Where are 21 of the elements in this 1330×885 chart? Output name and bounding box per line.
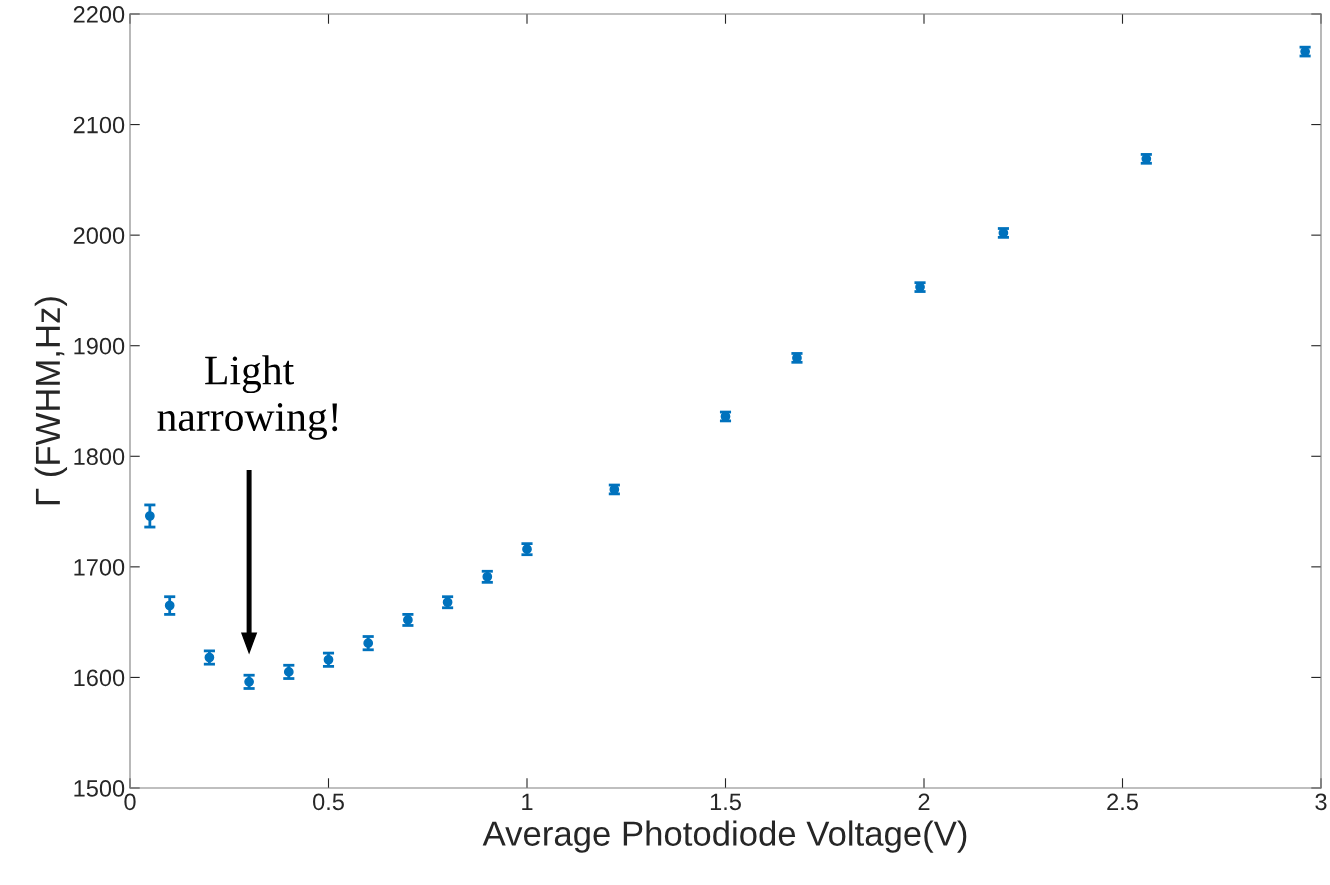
y-tick-label: 2000 [73,227,125,244]
y-axis-title: Γ (FWHM,Hz) [34,297,68,505]
x-axis-title: Average Photodiode Voltage(V) [482,820,967,853]
annotation: Light narrowing! [157,355,338,440]
y-tick-label: 1700 [74,558,125,576]
y-tick-label: 1900 [74,337,125,355]
x-tick-label: 2.5 [1107,793,1138,811]
point [283,667,294,677]
x-tick-label: 0.5 [313,793,344,811]
y-tick-label: 2200 [73,6,125,23]
x-tick-label: 0 [124,793,136,811]
x-tick-label: 3 [1315,793,1327,811]
y-tick-label: 1800 [74,448,125,466]
x-tick-label: 1 [522,793,533,810]
y-tick-label: 1500 [74,780,125,797]
y-tick-label: 2100 [73,116,125,134]
point [144,511,155,521]
y-tick-label: 1600 [74,669,125,687]
x-tick-label: 1.5 [710,793,741,811]
point [164,600,175,611]
x-tick-label: 2 [918,793,930,810]
